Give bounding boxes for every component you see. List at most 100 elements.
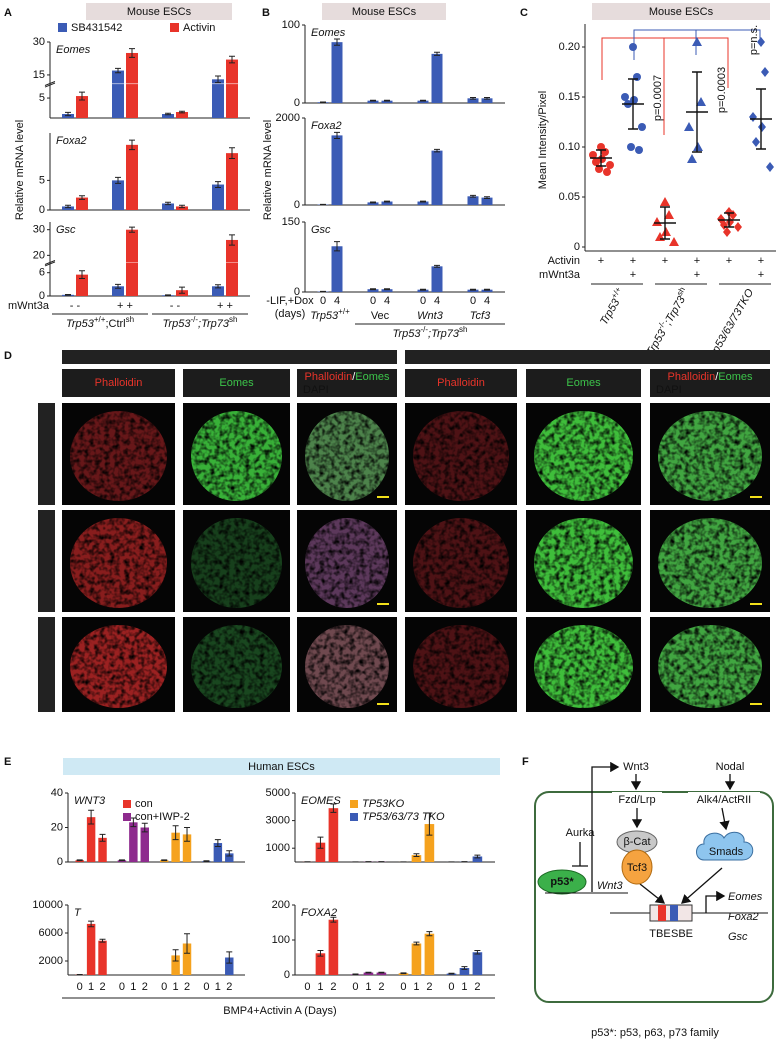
point (734, 222, 742, 232)
group-label-part: sh (229, 315, 237, 324)
error-bar (179, 204, 185, 209)
column-label-part: Eomes (566, 377, 601, 389)
group-label: Trp53-/-;Trp73sh (163, 315, 238, 330)
colony-texture (534, 518, 633, 608)
x-tick-label: 1 (317, 981, 323, 993)
column-label-box (526, 369, 641, 397)
error-bar (426, 812, 433, 836)
x-tick-label: 0 (119, 981, 125, 993)
error-bar (165, 201, 171, 206)
bar (98, 940, 107, 975)
colony-texture (305, 411, 389, 501)
point (598, 155, 606, 163)
x-axis-label: BMP4+Activin A (Days) (223, 1005, 336, 1017)
error-bar (115, 176, 121, 184)
colony-texture (70, 518, 167, 608)
error-bar (129, 226, 135, 233)
point (638, 123, 646, 131)
bar (171, 955, 180, 975)
error-bar (129, 139, 135, 151)
bar (424, 824, 435, 862)
error-bar (229, 55, 235, 64)
colony-texture (191, 625, 282, 708)
diagram-label: Eomes (728, 891, 763, 903)
error-bar (161, 859, 168, 862)
p-value: p=0.0007 (652, 75, 664, 121)
column-label-box (297, 369, 397, 397)
error-bar (65, 111, 71, 117)
arrow (705, 890, 726, 913)
error-bar (334, 38, 340, 46)
bar (381, 201, 393, 205)
inhibition (572, 842, 588, 867)
bar (331, 246, 343, 292)
y-tick-label: 0 (284, 969, 290, 981)
error-bar (65, 293, 71, 296)
group-label-part: +/+ (338, 307, 350, 316)
colony-texture (305, 625, 389, 708)
group-label-part: -/- (655, 319, 667, 330)
y-tick-label: 5000 (266, 787, 290, 799)
error-bar (370, 201, 376, 204)
diagram-label: p53*: p53, p63, p73 family (591, 1027, 719, 1039)
column-label-part: / (352, 371, 356, 383)
colony-texture (191, 518, 282, 608)
arrow (591, 761, 620, 892)
panel-letter: A (4, 7, 12, 19)
diagram-label: Fzd/Lrp (618, 794, 655, 806)
x-tick-label: 1 (365, 981, 371, 993)
bar (424, 933, 435, 975)
error-bar (79, 270, 85, 280)
y-tick-label: 20 (51, 821, 63, 833)
y-tick-label: 0.15 (559, 91, 580, 103)
error-bar (370, 288, 376, 291)
row-label-bar (38, 617, 55, 712)
group-label-part: Tcf3 (470, 310, 491, 322)
x-tick-label: + + (217, 300, 233, 312)
row-sign: + (758, 269, 764, 281)
colony-texture (70, 625, 167, 708)
error-bar (365, 971, 372, 974)
bar (225, 853, 234, 862)
colony-texture (70, 411, 167, 501)
point (761, 67, 769, 77)
y-tick-label: 30 (33, 224, 45, 236)
y-tick-label: 5 (39, 92, 45, 104)
bar (467, 98, 479, 103)
column-label: Phalloidin/Eomes (667, 371, 753, 383)
point (696, 97, 706, 106)
column-label-part: Eomes (718, 371, 753, 383)
error-bar (165, 294, 171, 297)
y-tick-label: 20 (33, 249, 45, 261)
panel-letter: B (262, 7, 270, 19)
sd-bar (692, 71, 702, 153)
bar (112, 180, 124, 210)
x-tick-label: 4 (434, 295, 440, 307)
x-tick-label: 0 (320, 295, 326, 307)
group-label-part: Trp53 (310, 310, 339, 322)
subplot-title: WNT3 (74, 795, 106, 807)
subplot-title: T (74, 907, 82, 919)
y-axis-label: Relative mRNA level (14, 120, 26, 220)
x-tick-label: 4 (484, 295, 490, 307)
bar (411, 855, 422, 862)
row-sign: + (694, 269, 700, 281)
subplot-title: Eomes (56, 44, 91, 56)
error-bar (434, 51, 440, 56)
y-axis-label: Relative mRNA level (262, 120, 274, 220)
point (592, 158, 600, 166)
point (669, 237, 679, 246)
error-bar (484, 97, 490, 100)
x-tick-label: 2 (330, 981, 336, 993)
bar (481, 197, 493, 205)
bar (129, 822, 138, 862)
bar (213, 843, 223, 862)
group-label: Trp53+/+;Ctrlsh (66, 315, 134, 330)
legend-swatch (123, 813, 131, 821)
point (766, 162, 774, 172)
error-bar (378, 971, 385, 974)
error-bar (484, 196, 490, 199)
error-bar (141, 822, 148, 833)
y-tick-label: 2000 (276, 112, 300, 124)
